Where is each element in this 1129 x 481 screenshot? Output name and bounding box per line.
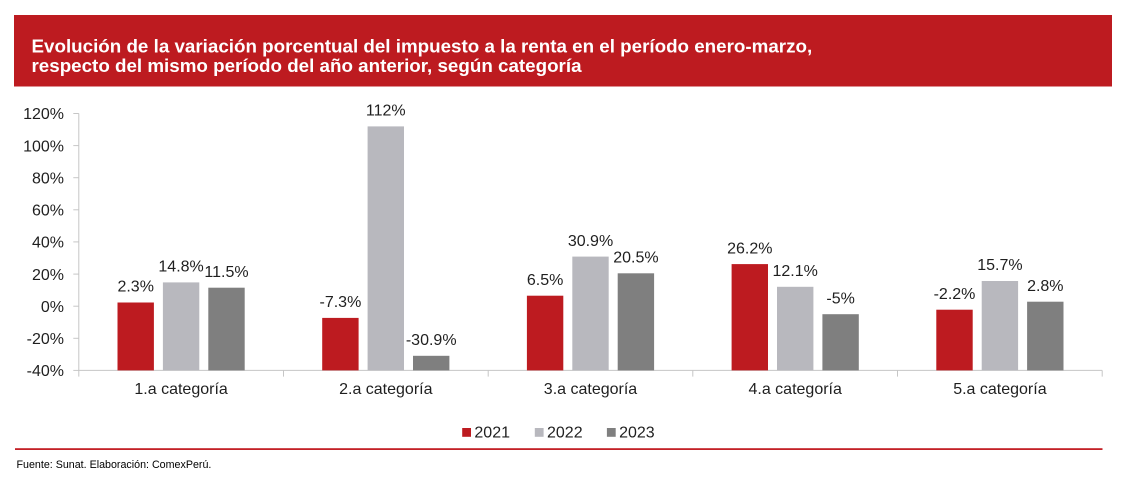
svg-text:60%: 60%	[32, 203, 64, 220]
svg-text:80%: 80%	[32, 170, 64, 187]
svg-text:120%: 120%	[23, 106, 64, 123]
svg-text:-40%: -40%	[27, 363, 64, 380]
svg-text:11.5%: 11.5%	[204, 264, 248, 281]
svg-text:2.3%: 2.3%	[117, 279, 153, 296]
svg-text:100%: 100%	[23, 138, 64, 155]
svg-text:14.8%: 14.8%	[158, 259, 203, 276]
svg-text:5.a categoría: 5.a categoría	[953, 381, 1047, 398]
svg-text:2022: 2022	[547, 425, 583, 442]
svg-text:40%: 40%	[32, 235, 64, 252]
svg-text:1.a categoría: 1.a categoría	[134, 381, 228, 398]
svg-text:2.8%: 2.8%	[1027, 278, 1063, 295]
svg-text:respecto del mismo período del: respecto del mismo período del año anter…	[32, 55, 583, 76]
svg-text:-30.9%: -30.9%	[406, 332, 457, 349]
svg-text:-5%: -5%	[826, 290, 854, 307]
svg-text:2.a categoría: 2.a categoría	[339, 381, 433, 398]
svg-text:30.9%: 30.9%	[568, 233, 613, 250]
svg-text:3.a categoría: 3.a categoría	[544, 381, 638, 398]
svg-text:15.7%: 15.7%	[977, 257, 1022, 274]
svg-text:-7.3%: -7.3%	[320, 294, 362, 311]
svg-text:26.2%: 26.2%	[727, 240, 772, 257]
svg-text:6.5%: 6.5%	[527, 272, 563, 289]
svg-text:-20%: -20%	[27, 331, 64, 348]
svg-text:4.a categoría: 4.a categoría	[748, 381, 842, 398]
svg-text:0%: 0%	[41, 299, 64, 316]
svg-text:12.1%: 12.1%	[773, 263, 818, 280]
svg-text:20.5%: 20.5%	[613, 250, 658, 267]
svg-text:2023: 2023	[619, 425, 655, 442]
svg-text:Fuente: Sunat. Elaboración: Co: Fuente: Sunat. Elaboración: ComexPerú.	[17, 459, 212, 471]
svg-text:112%: 112%	[366, 103, 406, 120]
svg-text:2021: 2021	[474, 425, 510, 442]
svg-text:20%: 20%	[32, 267, 64, 284]
svg-text:-2.2%: -2.2%	[934, 286, 976, 303]
svg-text:Evolución de la variación porc: Evolución de la variación porcentual del…	[32, 35, 813, 56]
